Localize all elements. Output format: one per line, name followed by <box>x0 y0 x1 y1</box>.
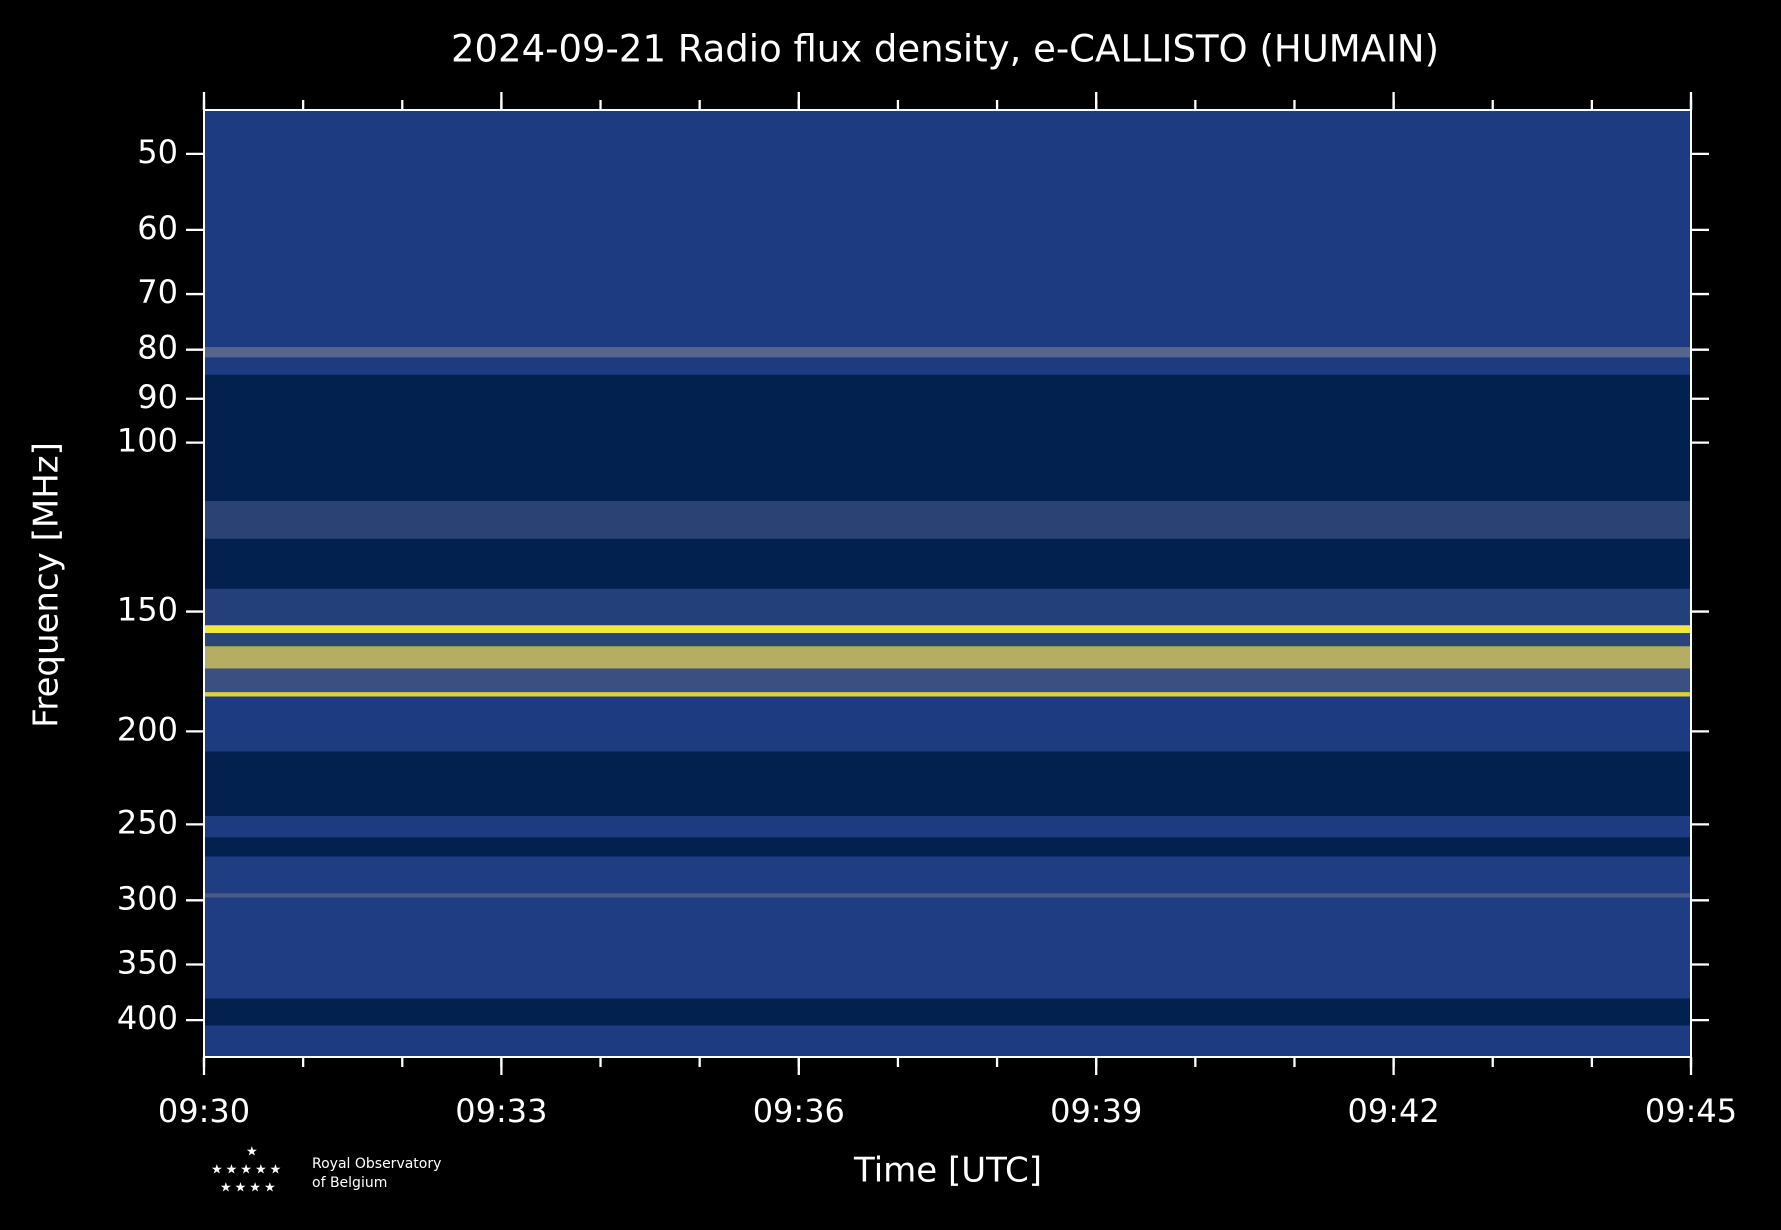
plot-frame <box>203 109 1692 1058</box>
y-tick-label: 250 <box>117 803 178 841</box>
y-tick-label: 90 <box>137 378 178 416</box>
spectrum-band <box>204 646 1691 669</box>
spectrum-band <box>204 696 1691 752</box>
y-tick-label: 70 <box>137 273 178 311</box>
y-tick-label: 60 <box>137 209 178 247</box>
y-tick-label: 200 <box>117 710 178 748</box>
spectrum-band <box>204 538 1691 589</box>
x-axis-label: Time [UTC] <box>853 1151 1042 1191</box>
spectrum-band <box>204 998 1691 1026</box>
spectrum-band <box>204 692 1691 697</box>
spectrum-band <box>204 1025 1691 1057</box>
spectrum-band <box>204 633 1691 647</box>
y-tick-label: 150 <box>117 591 178 629</box>
y-tick-label: 400 <box>117 999 178 1037</box>
spectrum-band <box>204 347 1691 358</box>
logo-text: of Belgium <box>312 1175 387 1191</box>
y-tick-label: 50 <box>137 133 178 171</box>
chart-title: 2024-09-21 Radio flux density, e-CALLIST… <box>451 28 1439 71</box>
y-tick-label: 350 <box>117 944 178 982</box>
x-tick-label: 09:33 <box>455 1092 547 1130</box>
spectrum-band <box>204 625 1691 634</box>
y-tick-label: 100 <box>117 422 178 460</box>
logo: ★ ★★★★★ ★★★★ Royal Observatory of Belgiu… <box>211 1145 441 1196</box>
y-axis-label: Frequency [MHz] <box>27 442 67 728</box>
spectrum-band <box>204 751 1691 816</box>
spectrum-band <box>204 837 1691 857</box>
x-tick-label: 09:42 <box>1347 1092 1439 1130</box>
x-tick-label: 09:30 <box>158 1092 250 1130</box>
spectrum-band <box>204 110 1691 375</box>
logo-text: Royal Observatory <box>312 1156 441 1172</box>
spectrum-band <box>204 374 1691 501</box>
x-tick-label: 09:45 <box>1645 1092 1737 1130</box>
logo-stars: ★★★★ <box>220 1181 279 1196</box>
spectrum-band <box>204 815 1691 838</box>
x-tick-label: 09:39 <box>1050 1092 1142 1130</box>
spectrum-band <box>204 500 1691 539</box>
spectrum-band <box>204 668 1691 693</box>
spectrum-band <box>204 893 1691 898</box>
spectrum-band <box>204 856 1691 999</box>
logo-stars: ★★★★★ <box>211 1163 284 1178</box>
x-tick-label: 09:36 <box>753 1092 845 1130</box>
y-tick-label: 300 <box>117 879 178 917</box>
y-tick-label: 80 <box>137 329 178 367</box>
logo-stars: ★ <box>246 1145 258 1160</box>
spectrum-band <box>204 588 1691 626</box>
